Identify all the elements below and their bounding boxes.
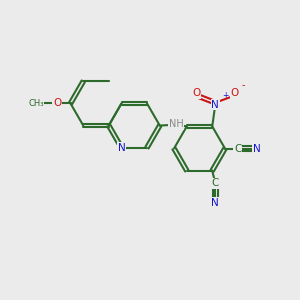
Text: O: O (53, 98, 61, 108)
Text: N: N (212, 100, 219, 110)
Text: O: O (193, 88, 201, 98)
Text: N: N (212, 198, 219, 208)
Text: O: O (231, 88, 239, 98)
Text: -: - (241, 80, 245, 90)
Text: N: N (118, 142, 125, 153)
Text: +: + (222, 91, 229, 100)
Text: CH₃: CH₃ (28, 99, 44, 108)
Text: C: C (212, 178, 219, 188)
Text: C: C (234, 143, 241, 154)
Text: N: N (253, 143, 260, 154)
Text: NH: NH (169, 119, 184, 129)
